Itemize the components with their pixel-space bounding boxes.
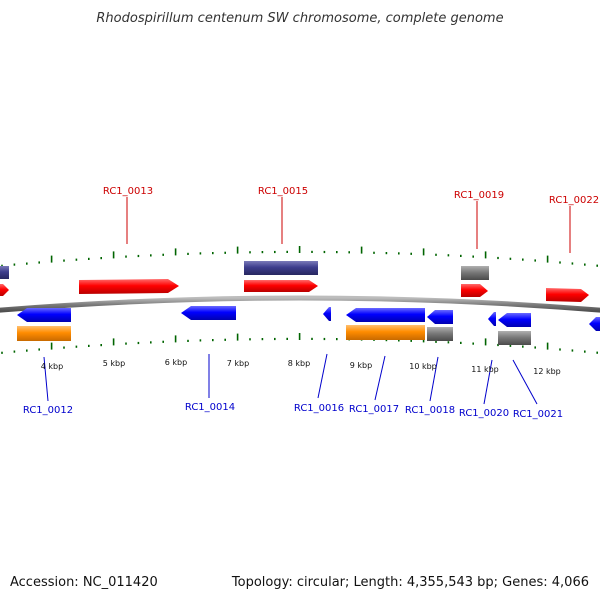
scale-label-10kbp: 10 kbp	[409, 362, 437, 371]
scale-label-5kbp: 5 kbp	[103, 359, 125, 368]
rna-feature-rc1-0015[interactable]	[244, 261, 318, 275]
gene-label-rc1-0015[interactable]: RC1_0015	[258, 186, 308, 197]
scale-label-4kbp: 4 kbp	[41, 362, 63, 371]
gene-label-rc1-0017[interactable]: RC1_0017	[349, 404, 399, 415]
gene-rc1-0017[interactable]	[346, 308, 425, 322]
leader-rc1-0021	[512, 359, 538, 405]
leader-rc1-0020	[483, 359, 493, 405]
gene-rc1-0021[interactable]	[498, 313, 531, 327]
gray-feature-rc1-0021[interactable]	[498, 331, 531, 345]
scale-label-7kbp: 7 kbp	[227, 359, 249, 368]
leader-rc1-0012	[43, 356, 49, 402]
gene-rc1-0013[interactable]	[79, 279, 179, 294]
rna-feature-left[interactable]	[0, 266, 9, 279]
gene-rc1-0014[interactable]	[181, 306, 236, 320]
scale-label-9kbp: 9 kbp	[350, 361, 372, 370]
gene-label-rc1-0016[interactable]: RC1_0016	[294, 403, 344, 414]
scale-label-11kbp: 11 kbp	[471, 365, 499, 374]
scale-label-6kbp: 6 kbp	[165, 358, 187, 367]
gene-label-rc1-0019[interactable]: RC1_0019	[454, 190, 504, 201]
gene-label-rc1-0018[interactable]: RC1_0018	[405, 405, 455, 416]
pseudo-feature-rc1-0019[interactable]	[461, 266, 489, 280]
gene-label-rc1-0014[interactable]: RC1_0014	[185, 402, 235, 413]
map-title: Rhodospirillum centenum SW chromosome, c…	[96, 11, 503, 26]
gray-feature-rc1-0018[interactable]	[427, 327, 453, 341]
gene-reverse-rc1-0023[interactable]	[589, 317, 600, 331]
gene-forward-rc1-0011[interactable]	[0, 284, 9, 296]
leader-rc1-0017	[374, 355, 386, 401]
gene-rc1-0019[interactable]	[461, 284, 488, 297]
gene-rc1-0020[interactable]	[488, 312, 496, 326]
gene-label-rc1-0022[interactable]: RC1_0022	[549, 195, 599, 206]
gene-rc1-0022[interactable]	[546, 288, 589, 302]
scale-label-8kbp: 8 kbp	[288, 359, 310, 368]
scale-label-12kbp: 12 kbp	[533, 367, 561, 376]
gene-rc1-0012[interactable]	[17, 308, 71, 322]
gene-rc1-0018[interactable]	[427, 310, 453, 324]
outer-tick-ring	[1, 246, 599, 267]
topology-text: Topology: circular; Length: 4,355,543 bp…	[231, 575, 589, 590]
gene-label-rc1-0012[interactable]: RC1_0012	[23, 405, 73, 416]
label-leader-lines	[43, 197, 571, 405]
leader-rc1-0016	[317, 353, 328, 399]
orange-feature-rc1-0012[interactable]	[17, 326, 71, 341]
orange-feature-rc1-0017[interactable]	[346, 325, 425, 340]
gene-rc1-0015[interactable]	[244, 280, 318, 292]
gene-label-rc1-0021[interactable]: RC1_0021	[513, 409, 563, 420]
gene-rc1-0016[interactable]	[323, 307, 331, 321]
accession-text: Accession: NC_011420	[10, 575, 158, 590]
chromosome-backbone	[0, 295, 600, 313]
gene-label-rc1-0020[interactable]: RC1_0020	[459, 408, 509, 419]
gene-label-rc1-0013[interactable]: RC1_0013	[103, 186, 153, 197]
leader-rc1-0018	[429, 356, 439, 402]
